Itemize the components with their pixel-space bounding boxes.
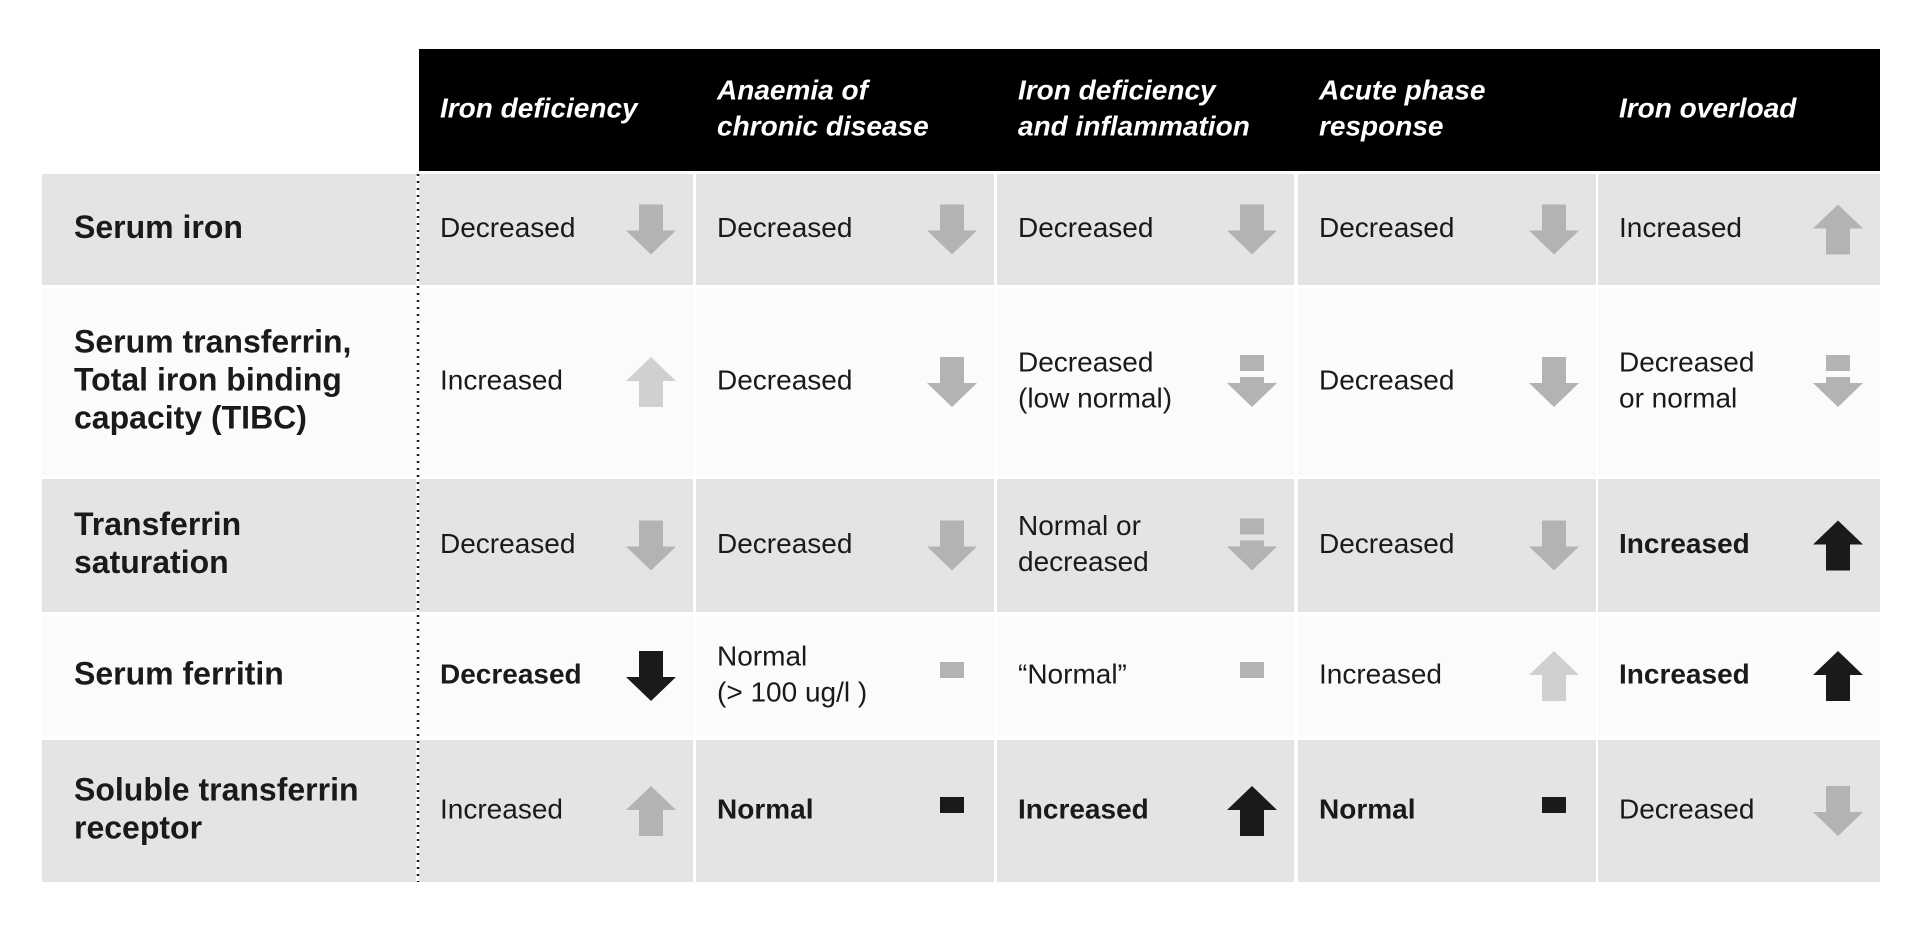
row-label: Serum iron xyxy=(74,209,243,245)
indicator-icon xyxy=(927,204,977,255)
indicator-icon xyxy=(927,357,977,407)
indicator-icon xyxy=(1227,377,1277,407)
cell-text: “Normal” xyxy=(1018,658,1127,689)
row-label: Transferrin xyxy=(74,506,241,542)
cell-text: Decreased xyxy=(1319,528,1454,559)
indicator-icon xyxy=(1542,797,1566,813)
column-header: response xyxy=(1319,110,1444,141)
indicator-icon xyxy=(1227,204,1277,255)
indicator-icon xyxy=(1826,355,1850,371)
indicator-icon xyxy=(1529,357,1579,407)
indicator-icon xyxy=(626,651,676,701)
cell-text: Decreased xyxy=(1619,793,1754,824)
row-label-cell xyxy=(42,740,416,882)
indicator-icon xyxy=(940,662,964,678)
indicator-icon xyxy=(1240,355,1264,371)
cell-text: or normal xyxy=(1619,382,1737,413)
indicator-icon xyxy=(1529,651,1579,701)
indicator-icon xyxy=(1529,204,1579,255)
indicator-icon xyxy=(1813,520,1863,571)
cell-text: Decreased xyxy=(1319,212,1454,243)
row-label-cell xyxy=(42,615,416,737)
indicator-icon xyxy=(1240,518,1264,535)
row-label-cell xyxy=(42,479,416,612)
cell-text: Increased xyxy=(440,364,563,395)
cell-text: Increased xyxy=(1018,793,1149,824)
cell-text: Increased xyxy=(1319,658,1442,689)
header-background xyxy=(419,49,1880,171)
indicator-icon xyxy=(1240,662,1264,678)
indicator-icon xyxy=(1227,540,1277,571)
cell-text: Decreased xyxy=(717,212,852,243)
column-header: and inflammation xyxy=(1018,110,1250,141)
cell-text: Normal xyxy=(717,793,813,824)
indicator-icon xyxy=(626,357,676,407)
column-header: Iron deficiency xyxy=(440,92,639,123)
row-label: Total iron binding xyxy=(74,361,342,397)
cell-text: Decreased xyxy=(440,528,575,559)
cell-text: (> 100 ug/l ) xyxy=(717,676,867,707)
cell-text: decreased xyxy=(1018,546,1149,577)
cell-text: Decreased xyxy=(717,364,852,395)
indicator-icon xyxy=(1529,520,1579,571)
cell-text: Decreased xyxy=(1619,346,1754,377)
cell-text: Increased xyxy=(1619,528,1750,559)
cell-text: Normal xyxy=(1319,793,1415,824)
row-label: Serum ferritin xyxy=(74,655,284,691)
row-label-cell xyxy=(42,288,416,476)
cell-text: Normal or xyxy=(1018,510,1141,541)
column-header: Iron deficiency xyxy=(1018,74,1217,105)
cell-text: Decreased xyxy=(1018,346,1153,377)
column-header: Acute phase xyxy=(1318,74,1486,105)
cell-text: Increased xyxy=(440,793,563,824)
cell-text: Increased xyxy=(1619,658,1750,689)
cell-text: Decreased xyxy=(440,212,575,243)
column-header: chronic disease xyxy=(717,110,929,141)
indicator-icon xyxy=(626,520,676,571)
cell-text: Increased xyxy=(1619,212,1742,243)
indicator-icon xyxy=(927,520,977,571)
indicator-icon xyxy=(1813,204,1863,255)
cell-text: Decreased xyxy=(440,658,582,689)
row-label: Soluble transferrin xyxy=(74,771,359,807)
indicator-icon xyxy=(1813,786,1863,836)
indicator-icon xyxy=(1813,377,1863,407)
indicator-icon xyxy=(1227,786,1277,836)
row-label: Serum transferrin, xyxy=(74,323,351,359)
row-label: capacity (TIBC) xyxy=(74,399,307,435)
row-label: receptor xyxy=(74,809,202,845)
indicator-icon xyxy=(940,797,964,813)
cell-text: (low normal) xyxy=(1018,382,1172,413)
row-label: saturation xyxy=(74,544,229,580)
cell-text: Decreased xyxy=(717,528,852,559)
indicator-icon xyxy=(626,786,676,836)
cell-text: Decreased xyxy=(1018,212,1153,243)
column-header: Anaemia of xyxy=(716,74,871,105)
row-label-cell xyxy=(42,174,416,285)
cell-text: Normal xyxy=(717,640,807,671)
cell-text: Decreased xyxy=(1319,364,1454,395)
indicator-icon xyxy=(1813,651,1863,701)
indicator-icon xyxy=(626,204,676,255)
column-header: Iron overload xyxy=(1619,92,1797,123)
